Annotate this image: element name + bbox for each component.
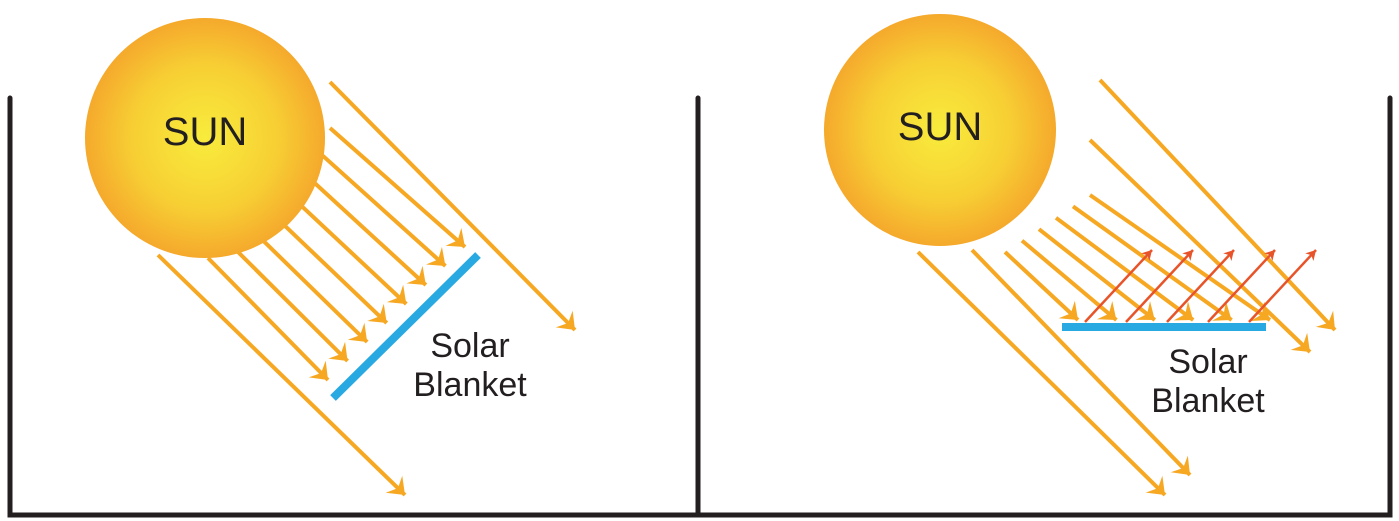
sun-ray bbox=[311, 145, 447, 268]
sun-ray bbox=[1037, 227, 1157, 322]
sun-ray bbox=[156, 253, 407, 497]
blanket-label: Blanket bbox=[413, 366, 527, 404]
sun-ray bbox=[1088, 138, 1312, 354]
reflected-ray bbox=[1207, 249, 1276, 323]
sun-ray bbox=[916, 250, 1167, 497]
sun-ray bbox=[1098, 78, 1337, 332]
blanket-label: Solar bbox=[430, 327, 509, 365]
sun-ray bbox=[224, 238, 349, 363]
blanket-label: Solar bbox=[1168, 343, 1247, 381]
sun-ray bbox=[1054, 216, 1195, 322]
sun-label: SUN bbox=[898, 105, 982, 149]
sun-ray bbox=[970, 248, 1192, 477]
rays bbox=[156, 78, 1337, 497]
container-walls bbox=[7, 95, 1393, 518]
left-pool bbox=[7, 95, 701, 518]
sun-ray bbox=[293, 163, 428, 287]
sun bbox=[824, 14, 1056, 246]
sun-label: SUN bbox=[163, 110, 247, 154]
sun-ray bbox=[1088, 193, 1272, 322]
blanket-label: Blanket bbox=[1151, 382, 1265, 420]
reflected-ray bbox=[1084, 249, 1153, 323]
sun-ray bbox=[206, 256, 330, 382]
reflected-ray bbox=[1125, 249, 1194, 323]
right-pool bbox=[695, 95, 1393, 518]
solar-blanket bbox=[330, 252, 481, 401]
sun-ray bbox=[328, 126, 467, 249]
reflected-ray bbox=[1166, 249, 1235, 323]
reflected-ray bbox=[1248, 249, 1317, 323]
sun-ray bbox=[1071, 204, 1233, 322]
sun bbox=[85, 18, 325, 258]
sun-ray bbox=[1003, 250, 1080, 322]
sun-ray bbox=[328, 80, 577, 332]
